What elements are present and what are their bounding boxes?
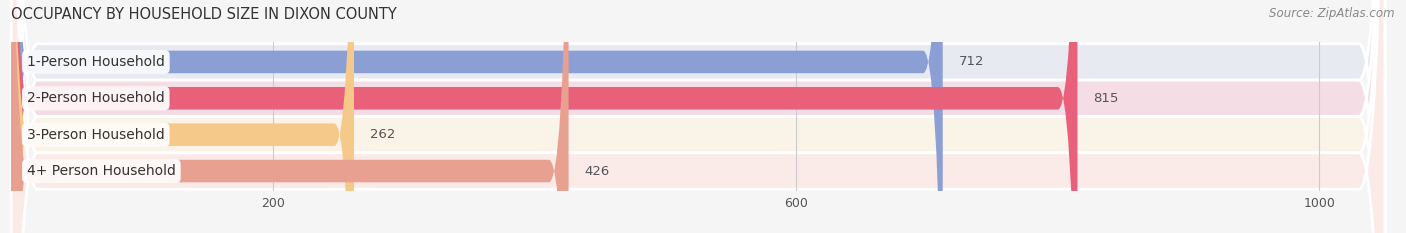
- Text: 3-Person Household: 3-Person Household: [27, 128, 165, 142]
- FancyBboxPatch shape: [11, 0, 1385, 233]
- FancyBboxPatch shape: [11, 0, 568, 233]
- Text: 426: 426: [585, 164, 610, 178]
- FancyBboxPatch shape: [11, 0, 1385, 233]
- FancyBboxPatch shape: [11, 0, 942, 233]
- Text: OCCUPANCY BY HOUSEHOLD SIZE IN DIXON COUNTY: OCCUPANCY BY HOUSEHOLD SIZE IN DIXON COU…: [11, 7, 396, 22]
- Text: 4+ Person Household: 4+ Person Household: [27, 164, 176, 178]
- Text: 712: 712: [959, 55, 984, 69]
- FancyBboxPatch shape: [11, 0, 1077, 233]
- FancyBboxPatch shape: [11, 0, 1385, 233]
- Text: Source: ZipAtlas.com: Source: ZipAtlas.com: [1270, 7, 1395, 20]
- FancyBboxPatch shape: [11, 0, 1385, 233]
- Text: 1-Person Household: 1-Person Household: [27, 55, 165, 69]
- FancyBboxPatch shape: [11, 0, 354, 233]
- Text: 815: 815: [1094, 92, 1119, 105]
- Text: 2-Person Household: 2-Person Household: [27, 91, 165, 105]
- Text: 262: 262: [370, 128, 395, 141]
